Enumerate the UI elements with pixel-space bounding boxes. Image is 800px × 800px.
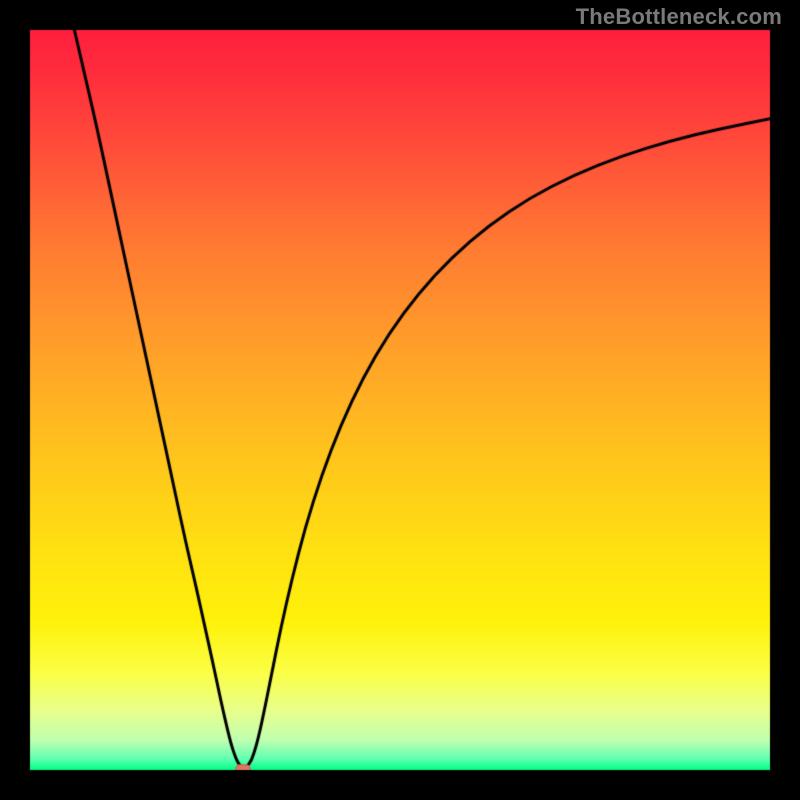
watermark-label: TheBottleneck.com — [576, 4, 782, 30]
chart-stage: TheBottleneck.com — [0, 0, 800, 800]
bottleneck-curve-chart — [0, 0, 800, 800]
